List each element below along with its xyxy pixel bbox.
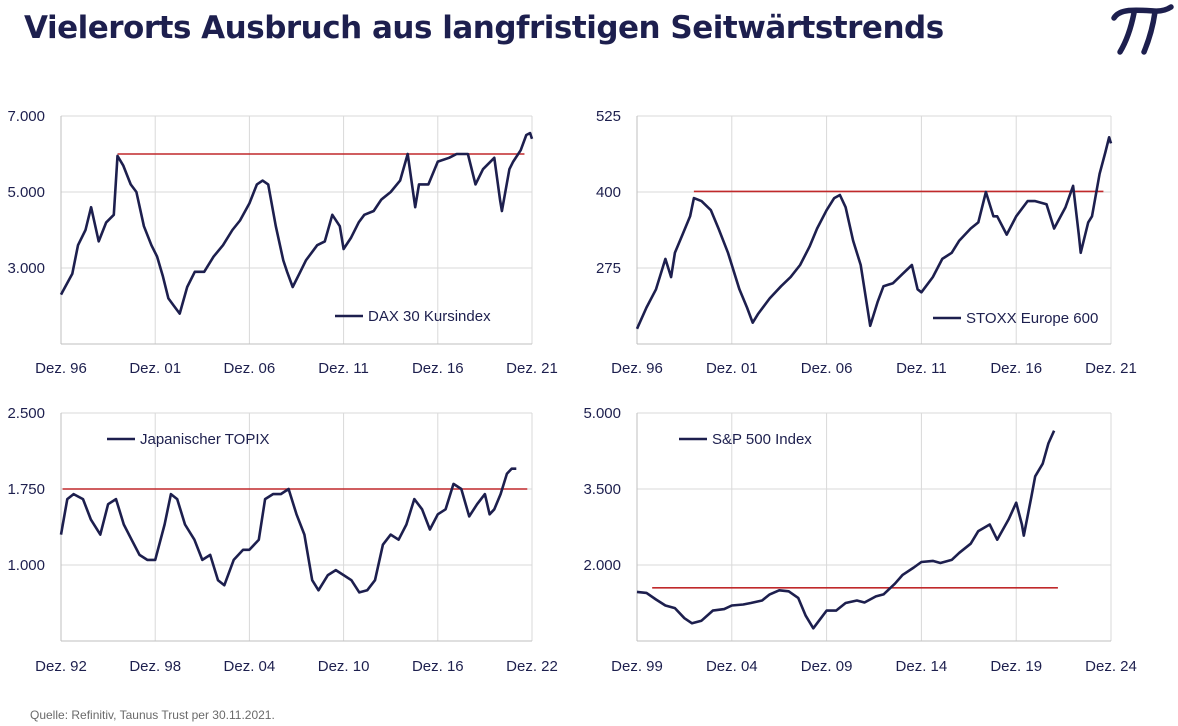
topix-y-tick-label: 1.750 bbox=[7, 481, 45, 498]
sp500-x-tick-label: Dez. 09 bbox=[801, 658, 853, 675]
sp500-x-tick-label: Dez. 14 bbox=[896, 658, 948, 675]
sp500-x-tick-label: Dez. 24 bbox=[1085, 658, 1137, 675]
topix-legend-label: Japanischer TOPIX bbox=[140, 431, 270, 448]
sp500-y-tick-label: 2.000 bbox=[583, 557, 621, 574]
dax-x-tick-label: Dez. 11 bbox=[318, 360, 369, 377]
topix-x-tick-label: Dez. 04 bbox=[224, 658, 276, 675]
topix-x-tick-label: Dez. 22 bbox=[506, 658, 558, 675]
dax-x-tick-label: Dez. 01 bbox=[129, 360, 181, 377]
stoxx-y-tick-label: 275 bbox=[596, 260, 621, 277]
sp500-x-tick-label: Dez. 19 bbox=[990, 658, 1042, 675]
topix-x-tick-label: Dez. 92 bbox=[35, 658, 87, 675]
stoxx-x-tick-label: Dez. 96 bbox=[611, 360, 663, 377]
stoxx-x-tick-label: Dez. 06 bbox=[801, 360, 853, 377]
topix-y-tick-label: 1.000 bbox=[7, 557, 45, 574]
stoxx-x-tick-label: Dez. 16 bbox=[990, 360, 1042, 377]
stoxx-x-tick-label: Dez. 11 bbox=[896, 360, 947, 377]
topix-x-tick-label: Dez. 98 bbox=[129, 658, 181, 675]
dax-x-tick-label: Dez. 96 bbox=[35, 360, 87, 377]
sp500-series-line bbox=[636, 430, 1056, 630]
dax-y-tick-label: 7.000 bbox=[7, 108, 45, 125]
dax-y-tick-label: 3.000 bbox=[7, 260, 45, 277]
sp500-x-tick-label: Dez. 99 bbox=[611, 658, 663, 675]
sp500-x-tick-label: Dez. 04 bbox=[706, 658, 758, 675]
source-note: Quelle: Refinitiv, Taunus Trust per 30.1… bbox=[30, 708, 275, 722]
dax-x-tick-label: Dez. 21 bbox=[506, 360, 558, 377]
stoxx-series-line bbox=[635, 136, 1113, 330]
stoxx-y-tick-label: 400 bbox=[596, 184, 621, 201]
dax-x-tick-label: Dez. 16 bbox=[412, 360, 464, 377]
dax-series-line bbox=[59, 131, 534, 315]
topix-y-tick-label: 2.500 bbox=[7, 405, 45, 422]
stoxx-x-tick-label: Dez. 21 bbox=[1085, 360, 1137, 377]
sp500-y-tick-label: 3.500 bbox=[583, 481, 621, 498]
stoxx-y-tick-label: 525 bbox=[596, 108, 621, 125]
sp500-y-tick-label: 5.000 bbox=[583, 405, 621, 422]
pi-logo-icon bbox=[1111, 4, 1174, 55]
topix-x-tick-label: Dez. 16 bbox=[412, 658, 464, 675]
stoxx-x-tick-label: Dez. 01 bbox=[706, 360, 758, 377]
topix-x-tick-label: Dez. 10 bbox=[318, 658, 370, 675]
topix-series-line bbox=[59, 467, 517, 594]
page-title: Vielerorts Ausbruch aus langfristigen Se… bbox=[24, 10, 944, 46]
dax-y-tick-label: 5.000 bbox=[7, 184, 45, 201]
stoxx-legend-label: STOXX Europe 600 bbox=[966, 310, 1098, 327]
dax-x-tick-label: Dez. 06 bbox=[224, 360, 276, 377]
sp500-legend-label: S&P 500 Index bbox=[712, 431, 812, 448]
dax-legend-label: DAX 30 Kursindex bbox=[368, 308, 491, 325]
